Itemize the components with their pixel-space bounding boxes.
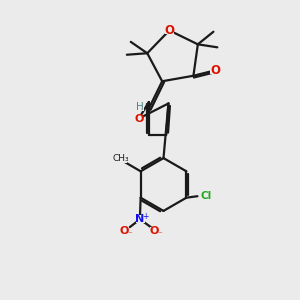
Text: Cl: Cl <box>200 191 212 201</box>
Text: +: + <box>142 212 149 221</box>
Text: O: O <box>134 113 144 124</box>
Text: H: H <box>136 102 144 112</box>
Text: ⁻: ⁻ <box>128 230 132 239</box>
Bar <box>136 215 145 223</box>
Bar <box>150 227 159 235</box>
Bar <box>200 192 212 200</box>
Bar <box>120 227 129 235</box>
Text: ⁻: ⁻ <box>158 230 162 239</box>
Text: N: N <box>135 214 145 224</box>
Text: O: O <box>210 64 220 77</box>
Text: O: O <box>150 226 159 236</box>
Bar <box>114 156 127 163</box>
Bar <box>210 67 220 74</box>
Text: CH₃: CH₃ <box>112 154 129 163</box>
Bar <box>136 104 145 111</box>
Text: O: O <box>120 226 129 236</box>
Bar <box>164 26 174 34</box>
Text: O: O <box>164 24 174 37</box>
Bar <box>134 115 143 122</box>
